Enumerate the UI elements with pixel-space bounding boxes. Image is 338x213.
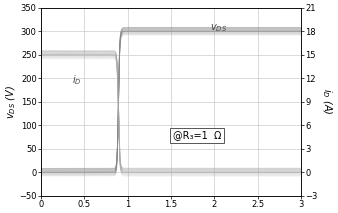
Text: $v_{DS}$: $v_{DS}$ [210,22,227,34]
Text: @R₃=1  Ω: @R₃=1 Ω [173,131,221,141]
Text: $i_D$: $i_D$ [72,73,81,87]
Y-axis label: $\it{v}_{DS}$ (V): $\it{v}_{DS}$ (V) [4,85,18,119]
Y-axis label: $\it{i}_D$ (A): $\it{i}_D$ (A) [320,88,334,115]
